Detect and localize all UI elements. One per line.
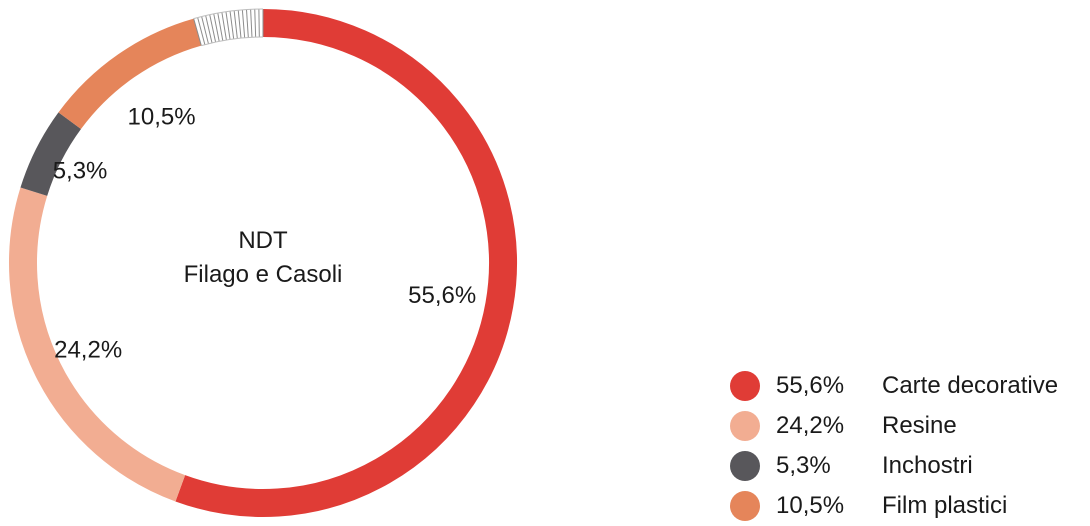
slice-label: 10,5% — [128, 104, 196, 131]
legend-swatch — [730, 371, 760, 401]
legend-label: Carte decorative — [882, 372, 1058, 400]
legend-label: Film plastici — [882, 492, 1007, 520]
hatch-edge — [194, 9, 263, 19]
hatch-line — [230, 11, 234, 39]
hatch-line — [234, 11, 237, 39]
chart-title: NDT — [238, 227, 288, 254]
hatch-line — [238, 10, 241, 38]
legend-value: 24,2% — [776, 412, 866, 440]
hatch-line — [246, 10, 248, 38]
legend: 55,6% Carte decorative 24,2% Resine 5,3% Inch… — [730, 366, 1090, 526]
remainder-hatch — [194, 9, 263, 46]
chart-subtitle: Filago e Casoli — [184, 261, 343, 288]
hatch-line — [202, 17, 209, 44]
hatch-line — [226, 12, 230, 40]
legend-value: 55,6% — [776, 372, 866, 400]
legend-swatch — [730, 451, 760, 481]
hatch-line — [222, 12, 227, 40]
legend-label: Inchostri — [882, 452, 973, 480]
hatch-line — [255, 9, 256, 37]
slice-label: 24,2% — [54, 336, 122, 363]
legend-value: 10,5% — [776, 492, 866, 520]
hatch-line — [242, 10, 244, 38]
legend-item: 24,2% Resine — [730, 406, 1090, 446]
legend-swatch — [730, 411, 760, 441]
legend-item: 55,6% Carte decorative — [730, 366, 1090, 406]
legend-label: Resine — [882, 412, 957, 440]
hatch-line — [251, 9, 252, 37]
legend-swatch — [730, 491, 760, 521]
legend-item: 10,5% Film plastici — [730, 486, 1090, 526]
slice-label: 5,3% — [53, 158, 108, 185]
slice-label: 55,6% — [408, 282, 476, 309]
legend-item: 5,3% Inchostri — [730, 446, 1090, 486]
legend-value: 5,3% — [776, 452, 866, 480]
